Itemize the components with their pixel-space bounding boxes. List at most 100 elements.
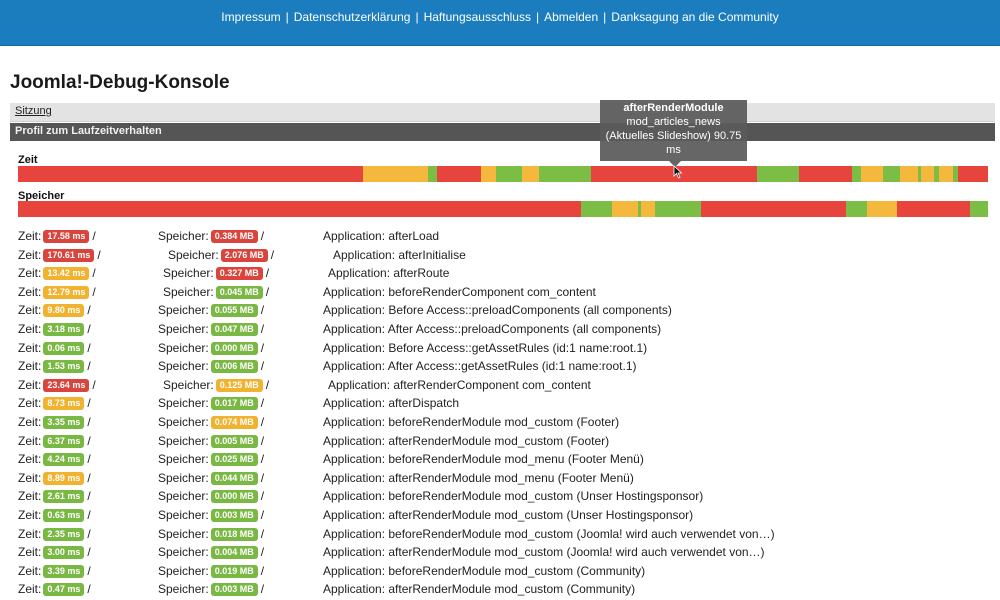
profile-segment[interactable] [799, 166, 852, 182]
profile-segment[interactable] [481, 166, 496, 182]
time-label: Zeit: [18, 526, 42, 541]
memory-label: Speicher: [163, 377, 214, 392]
profile-header[interactable]: Profil zum Laufzeitverhalten [10, 123, 995, 141]
time-cell: Zeit: 0.47 ms / [18, 582, 91, 597]
profile-segment[interactable] [612, 201, 638, 217]
event-label: Application: afterInitialise [333, 247, 466, 262]
time-cell: Zeit: 3.18 ms / [18, 322, 91, 336]
slash: / [87, 433, 91, 448]
memory-cell: Speicher: 0.003 MB / [158, 582, 264, 597]
profile-segment[interactable] [846, 201, 867, 217]
table-row: Zeit: 3.39 ms / Speicher: 0.019 MB / Applicati… [18, 562, 998, 581]
slash: / [87, 507, 91, 522]
memory-label: Speicher: [158, 414, 209, 429]
table-row: Zeit: 6.37 ms / Speicher: 0.005 MB / Applicati… [18, 432, 998, 451]
memory-cell: Speicher: 0.005 MB / [158, 434, 264, 448]
profile-segment[interactable] [861, 166, 883, 182]
time-cell: Zeit: 8.73 ms / [18, 396, 91, 411]
table-row: Zeit: 23.64 ms / Speicher: 0.125 MB / Applicat… [18, 376, 998, 395]
time-badge: 3.39 ms [43, 564, 85, 578]
nav-link-haftungsausschluss[interactable]: Haftungsausschluss [423, 10, 531, 24]
time-cell: Zeit: 12.79 ms / [18, 285, 96, 299]
time-cell: Zeit: 2.61 ms / [18, 489, 91, 504]
slash: / [260, 489, 265, 504]
session-toggle-link[interactable]: Sitzung [15, 105, 52, 117]
table-row: Zeit: 0.47 ms / Speicher: 0.003 MB / Applicati… [18, 580, 998, 599]
profile-segment[interactable] [496, 166, 522, 182]
slash: / [87, 582, 91, 597]
time-badge: 9.80 ms [43, 304, 85, 318]
time-label: Zeit: [18, 433, 42, 448]
profile-segment[interactable] [539, 166, 591, 182]
table-row: Zeit: 13.42 ms / Speicher: 0.327 MB / Applicat… [18, 264, 998, 283]
memory-cell: Speicher: 0.125 MB / [163, 378, 269, 392]
slash: / [260, 340, 265, 355]
profile-segment[interactable] [638, 201, 641, 217]
profile-segment[interactable] [757, 166, 799, 182]
profile-segment[interactable] [900, 166, 918, 182]
profile-segment[interactable] [18, 201, 581, 217]
profile-segment[interactable] [867, 201, 897, 217]
profile-segment[interactable] [701, 201, 846, 217]
memory-label: Speicher: [158, 340, 209, 355]
slash: / [87, 563, 91, 578]
slash: / [260, 526, 265, 541]
slash: / [260, 507, 265, 522]
slash: / [87, 470, 91, 485]
slash: / [87, 452, 91, 467]
profile-segment[interactable] [953, 166, 958, 182]
nav-link-abmelden[interactable]: Abmelden [544, 10, 599, 24]
nav-link-datenschutz[interactable]: Datenschutzerklärung [293, 10, 411, 24]
time-badge: 4.24 ms [43, 453, 85, 467]
profile-segment[interactable] [852, 166, 861, 182]
profile-list: Zeit: 17.58 ms / Speicher: 0.384 MB / Applicat… [18, 227, 998, 599]
profile-segment[interactable] [918, 166, 921, 182]
slash: / [260, 545, 265, 560]
time-badge: 3.35 ms [43, 415, 85, 429]
profile-segment[interactable] [897, 201, 970, 217]
event-label: Application: afterRenderModule mod_custo… [323, 545, 765, 560]
profile-segment[interactable] [883, 166, 900, 182]
profile-segment[interactable] [641, 201, 655, 217]
time-cell: Zeit: 170.61 ms / [18, 248, 101, 262]
profile-segment[interactable] [921, 166, 934, 182]
time-label: Zeit: [18, 377, 42, 392]
slash: / [92, 266, 96, 281]
event-label: Application: afterRenderComponent com_co… [328, 377, 591, 392]
memory-bar-label: Speicher [18, 190, 65, 202]
profile-segment[interactable] [655, 201, 701, 217]
profile-segment[interactable] [581, 201, 612, 217]
time-badge: 23.64 ms [43, 378, 90, 392]
tooltip-detail: (Aktuelles Slideshow) 90.75 [605, 130, 742, 142]
top-bar: Impressum | Datenschutzerklärung | Haftungsa… [0, 0, 1000, 46]
profile-segment[interactable] [939, 166, 953, 182]
profile-segment[interactable] [363, 166, 428, 182]
nav-separator: | [285, 10, 289, 24]
slash: / [92, 229, 96, 243]
profile-segment[interactable] [18, 166, 363, 182]
slash: / [260, 321, 265, 336]
profile-segment[interactable] [970, 201, 988, 217]
profile-segment[interactable] [437, 166, 481, 182]
profile-segment[interactable] [522, 166, 539, 182]
table-row: Zeit: 2.61 ms / Speicher: 0.000 MB / Applicati… [18, 487, 998, 506]
time-label: Zeit: [18, 545, 42, 560]
profile-segment[interactable] [934, 166, 939, 182]
memory-label: Speicher: [158, 470, 209, 485]
event-label: Application: afterRoute [328, 266, 450, 281]
nav-link-danksagung[interactable]: Danksagung an die Community [611, 10, 779, 24]
memory-badge: 0.003 MB [210, 508, 258, 522]
time-label: Zeit: [18, 563, 42, 578]
slash: / [260, 359, 265, 374]
time-cell: Zeit: 1.53 ms / [18, 359, 91, 374]
profile-segment[interactable] [428, 166, 437, 182]
time-cell: Zeit: 3.35 ms / [18, 415, 91, 429]
time-badge: 13.42 ms [43, 267, 90, 281]
memory-cell: Speicher: 0.044 MB / [158, 471, 264, 485]
profile-segment[interactable] [958, 166, 988, 182]
memory-label: Speicher: [158, 303, 209, 318]
memory-label: Speicher: [158, 452, 209, 467]
nav-link-impressum[interactable]: Impressum [221, 10, 281, 24]
memory-cell: Speicher: 0.019 MB / [158, 564, 264, 578]
table-row: Zeit: 1.53 ms / Speicher: 0.006 MB / Applicati… [18, 357, 998, 376]
